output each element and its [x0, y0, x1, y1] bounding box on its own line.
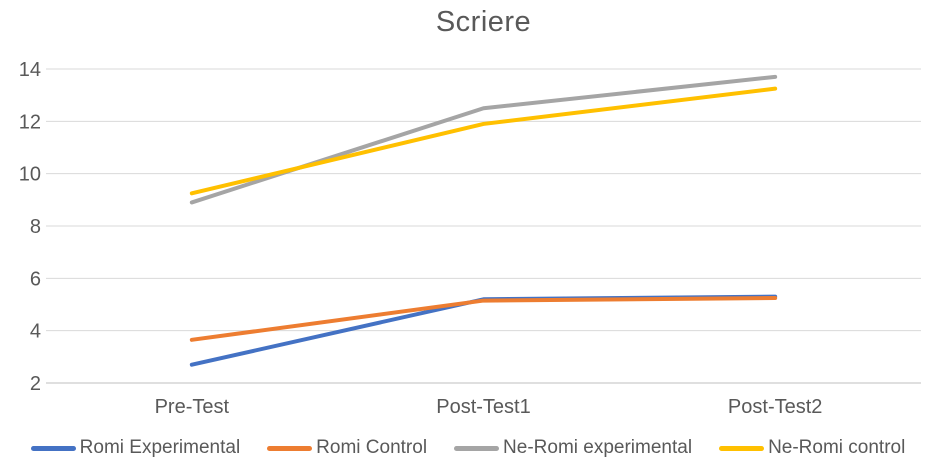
legend-label: Romi Experimental [79, 437, 241, 458]
chart-title: Scriere [435, 6, 532, 38]
y-tick-label: 10 [19, 164, 41, 186]
chart-legend: Romi Experimental Romi Control Ne-Romi exp… [0, 434, 936, 462]
line-chart: 2 4 6 8 10 12 14 Pre-Test Post-Test1 Post-Test2 [19, 59, 921, 418]
legend-line-swatch-icon [454, 445, 500, 451]
legend-label: Ne-Romi control [768, 437, 906, 458]
legend-line-swatch-icon [30, 445, 76, 451]
series-line-romi-control [189, 295, 778, 342]
y-tick-label: 2 [30, 373, 41, 395]
y-tick-label: 6 [30, 268, 41, 290]
legend-item-romi-experimental: Romi Experimental [30, 437, 241, 459]
legend-item-romi-control: Romi Control [267, 437, 427, 459]
legend-item-ne-romi-control: Ne-Romi control [719, 437, 905, 459]
legend-line-swatch-icon [267, 445, 313, 451]
y-tick-label: 12 [19, 111, 41, 133]
y-tick-label: 4 [30, 321, 41, 343]
legend-label: Ne-Romi experimental [503, 437, 693, 458]
x-category-label: Post-Test2 [728, 396, 822, 418]
series-line-ne-romi-experimental [189, 74, 778, 205]
legend-item-ne-romi-experimental: Ne-Romi experimental [454, 437, 692, 459]
y-tick-label: 8 [30, 216, 41, 238]
y-tick-label: 14 [19, 59, 41, 81]
series-line-ne-romi-control [189, 86, 778, 196]
x-category-label: Pre-Test [155, 396, 230, 418]
legend-label: Romi Control [316, 437, 428, 458]
legend-line-swatch-icon [719, 445, 765, 451]
x-category-label: Post-Test1 [436, 396, 530, 418]
